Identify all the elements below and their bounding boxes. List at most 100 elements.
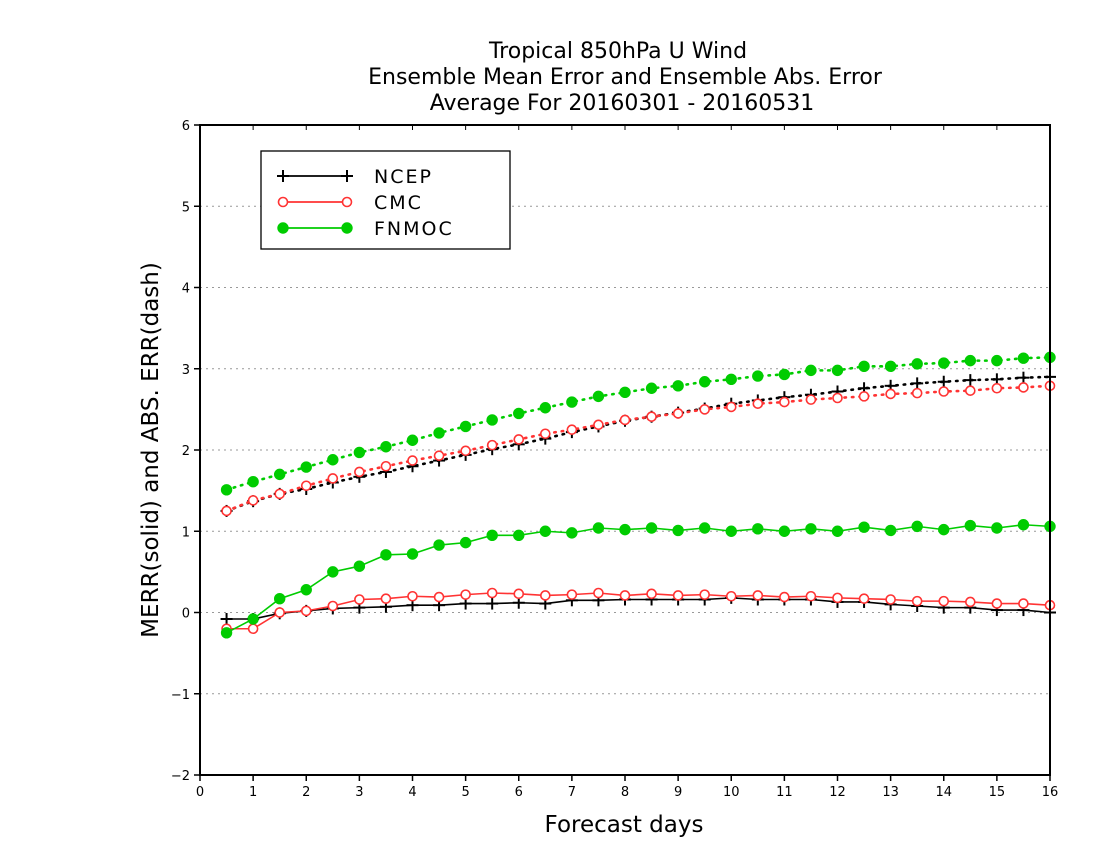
cmc-merr-point	[752, 590, 764, 601]
fnmoc-merr-point	[698, 522, 711, 534]
x-tick-label: 16	[1042, 785, 1059, 800]
cmc-merr-point	[354, 594, 365, 605]
fnmoc-merr-point	[645, 522, 658, 534]
cmc-abs-err-point	[672, 408, 684, 419]
fnmoc-abs-err-point	[884, 360, 897, 373]
y-tick-label: 3	[182, 363, 190, 378]
chart-title-line-2: Ensemble Mean Error and Ensemble Abs. Er…	[368, 65, 883, 90]
cmc-abs-err-point	[805, 394, 817, 405]
cmc-merr-point	[805, 590, 817, 602]
fnmoc-abs-err-point	[486, 414, 498, 426]
fnmoc-merr-point	[513, 529, 525, 542]
cmc-abs-err-point	[221, 505, 232, 517]
fnmoc-abs-err-point	[433, 427, 445, 439]
ncep-merr-point	[486, 597, 499, 610]
fnmoc-abs-err-point	[247, 475, 259, 488]
fnmoc-merr-point	[938, 523, 950, 536]
y-axis-label: MERR(solid) and ABS. ERR(dash)	[138, 262, 164, 638]
x-tick-label: 8	[621, 785, 629, 800]
x-tick-label: 7	[568, 785, 576, 800]
cmc-merr-point	[380, 593, 392, 604]
cmc-abs-err-line	[225, 384, 1052, 513]
cmc-abs-err-point	[911, 387, 923, 399]
cmc-abs-err-point	[832, 392, 843, 404]
cmc-abs-err-point	[407, 455, 418, 466]
fnmoc-merr-point	[459, 536, 472, 549]
cmc-abs-err-point	[566, 424, 578, 435]
fnmoc-merr-point	[327, 566, 339, 578]
fnmoc-merr-point	[406, 548, 419, 560]
fnmoc-merr-point	[752, 523, 764, 535]
cmc-merr-point	[593, 587, 604, 599]
x-tick-label: 11	[776, 785, 793, 800]
ncep-abs-err-point	[1017, 371, 1030, 384]
series-group	[220, 351, 1056, 639]
fnmoc-merr-point	[380, 549, 392, 561]
y-tick-label: 2	[182, 444, 190, 459]
cmc-merr-point	[540, 590, 551, 601]
fnmoc-merr-line	[226, 523, 1051, 634]
fnmoc-merr-point	[884, 524, 897, 537]
fnmoc-merr-point	[592, 522, 605, 534]
cmc-merr-point	[566, 589, 578, 600]
fnmoc-merr-point	[539, 525, 552, 537]
cmc-abs-err-point	[752, 398, 764, 409]
fnmoc-abs-err-point	[778, 368, 791, 381]
cmc-abs-err-point	[593, 419, 604, 431]
fnmoc-abs-err-point	[459, 420, 472, 433]
x-axis-label: Forecast days	[545, 812, 704, 838]
chart-title-line-3: Average For 20160301 - 20160531	[430, 91, 815, 116]
y-tick-label: −1	[171, 688, 190, 703]
cmc-merr-point	[460, 589, 471, 600]
fnmoc-abs-err-point	[380, 441, 392, 453]
fnmoc-merr-point	[353, 560, 366, 572]
ncep-merr-point	[220, 613, 233, 625]
x-tick-label: 2	[302, 785, 310, 800]
fnmoc-abs-err-point	[698, 376, 711, 388]
fnmoc-abs-err-point	[327, 454, 339, 466]
fnmoc-merr-point	[805, 523, 817, 535]
fnmoc-abs-err-point	[220, 484, 233, 496]
fnmoc-abs-err-point	[539, 402, 552, 414]
cmc-abs-err-point	[1018, 382, 1029, 393]
fnmoc-merr-point	[247, 613, 259, 625]
cmc-abs-err-point	[885, 388, 896, 400]
fnmoc-abs-err-point	[513, 407, 525, 420]
cmc-abs-err-point	[274, 488, 285, 500]
ncep-abs-err-point	[964, 374, 977, 387]
cmc-abs-err-point	[486, 439, 498, 451]
cmc-merr-point	[779, 591, 790, 603]
cmc-abs-err-point	[300, 480, 312, 492]
fnmoc-abs-err-point	[964, 354, 977, 367]
fnmoc-abs-err-point	[725, 373, 737, 386]
fnmoc-merr-point	[725, 525, 737, 537]
cmc-merr-point	[327, 600, 339, 612]
cmc-abs-err-point	[619, 414, 631, 426]
cmc-abs-err-point	[991, 382, 1003, 394]
legend-marker-ncep	[277, 170, 289, 182]
cmc-merr-point	[858, 593, 870, 604]
cmc-merr-point	[1018, 598, 1029, 609]
cmc-abs-err-point	[380, 460, 392, 472]
fnmoc-merr-point	[619, 523, 631, 536]
chart-title-line-1: Tropical 850hPa U Wind	[488, 39, 747, 64]
fnmoc-merr-point	[1017, 519, 1030, 531]
fnmoc-abs-err-line	[225, 356, 1052, 492]
x-tick-label: 3	[355, 785, 363, 800]
cmc-merr-point	[513, 588, 525, 600]
cmc-merr-point	[725, 590, 737, 602]
ncep-abs-err-point	[937, 375, 950, 388]
legend-label-fnmoc: FNMOC	[374, 218, 454, 240]
legend-marker-ncep	[341, 170, 353, 182]
x-tick-label: 5	[461, 785, 469, 800]
legend-marker-cmc	[277, 196, 289, 208]
plot-frame	[199, 124, 1051, 776]
legend-marker-fnmoc	[341, 222, 353, 234]
cmc-merr-point	[832, 592, 843, 604]
cmc-merr-point	[407, 590, 418, 602]
cmc-merr-point	[274, 607, 285, 618]
fnmoc-abs-err-point	[911, 358, 923, 370]
fnmoc-abs-err-point	[858, 360, 870, 373]
cmc-abs-err-point	[725, 401, 737, 413]
